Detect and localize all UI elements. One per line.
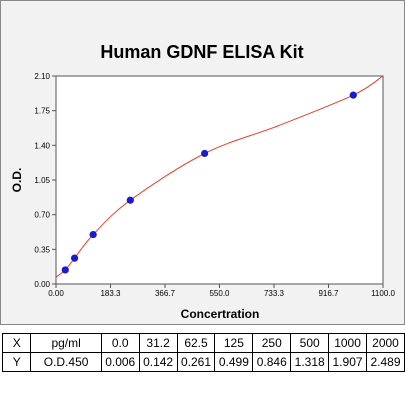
chart: Human GDNF ELISA Kit Concertration O.D. … (10, 42, 395, 321)
table-cell: 62.5 (176, 333, 216, 353)
y-axis-ticks: 0.00 0.35 0.70 1.05 1.40 1.75 2.10 (34, 72, 56, 289)
y-tick-label: 1.75 (34, 107, 50, 116)
table-cell: 2000 (366, 333, 405, 353)
data-point (89, 230, 97, 239)
table-row: Y O.D.450 0.006 0.142 0.261 0.499 0.846 1.318 1.… (1, 352, 405, 372)
data-points (61, 91, 357, 274)
table-cell: 31.2 (138, 333, 178, 353)
data-point (126, 196, 134, 204)
table-cell: 250 (252, 333, 292, 353)
table-cell: 0.261 (176, 352, 216, 372)
x-tick-label: 550.0 (209, 289, 230, 298)
x-tick-label: 733.3 (264, 289, 285, 298)
table-cell: 1000 (328, 333, 367, 353)
y-tick-label: 0.70 (34, 211, 50, 220)
x-tick-label: 0.00 (48, 289, 64, 298)
data-point (201, 149, 209, 158)
plot-area (55, 75, 384, 285)
table-cell: 0.499 (214, 352, 254, 372)
y-tick-label: 2.10 (34, 72, 50, 81)
table-cell: Y (1, 352, 32, 372)
x-axis-label: Concertration (181, 307, 260, 321)
table-cell: 0.142 (138, 352, 178, 372)
table-cell: 0.006 (100, 352, 140, 372)
data-point (61, 266, 69, 274)
chart-title: Human GDNF ELISA Kit (100, 42, 303, 62)
y-axis-label: O.D. (10, 168, 24, 193)
table-cell: pg/ml (30, 333, 102, 353)
table-cell: 0.0 (100, 333, 140, 353)
x-tick-label: 366.7 (155, 289, 176, 298)
x-tick-label: 916.7 (318, 289, 339, 298)
fit-curve (55, 75, 384, 278)
table-cell: X (1, 333, 32, 353)
table-cell: 125 (214, 333, 254, 353)
y-tick-label: 0.35 (34, 245, 50, 254)
table-cell: 0.846 (252, 352, 292, 372)
table-cell: 1.907 (328, 352, 367, 372)
y-tick-label: 1.40 (34, 141, 50, 150)
data-point (349, 91, 357, 99)
x-tick-label: 183.3 (100, 289, 121, 298)
table-cell: 2.489 (366, 352, 405, 372)
x-axis-ticks: 0.00 183.3 366.7 550.0 733.3 916.7 1100.0 (48, 284, 395, 298)
data-point (70, 254, 79, 262)
table-cell: 1.318 (290, 352, 330, 372)
x-tick-label: 1100.0 (371, 289, 395, 298)
table-cell: O.D.450 (30, 352, 102, 372)
y-tick-label: 1.05 (34, 176, 50, 185)
y-tick-label: 0.00 (34, 280, 50, 289)
table-cell: 500 (290, 333, 330, 353)
